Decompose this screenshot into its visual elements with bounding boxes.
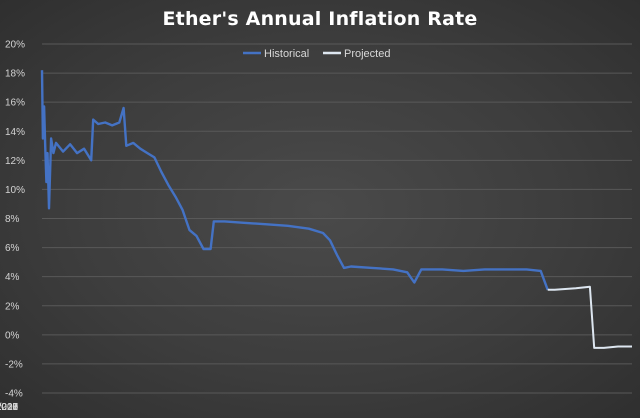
x-axis-ticks: 07/201507/201607/201707/201807/201907/20… bbox=[0, 402, 19, 413]
x-tick-label: 07/2019 bbox=[0, 402, 19, 413]
y-tick-label: 10% bbox=[5, 185, 25, 196]
y-tick-label: 14% bbox=[5, 127, 25, 138]
series-line-projected bbox=[547, 285, 632, 349]
y-tick-label: 12% bbox=[5, 156, 25, 167]
x-tick-label: 07/2021 bbox=[0, 402, 19, 413]
y-tick-label: 2% bbox=[5, 301, 20, 312]
y-tick-label: 18% bbox=[5, 69, 25, 80]
gridlines bbox=[42, 43, 632, 394]
x-tick-label: 07/2017 bbox=[0, 402, 19, 413]
x-tick-label: 07/20 bbox=[0, 402, 13, 413]
y-tick-label: 0% bbox=[5, 330, 20, 341]
x-tick-label: 07/2020 bbox=[0, 402, 19, 413]
series-line-historical bbox=[40, 70, 549, 291]
y-tick-label: 20% bbox=[5, 40, 25, 51]
chart-title: Ether's Annual Inflation Rate bbox=[162, 8, 478, 30]
y-tick-label: -4% bbox=[5, 389, 23, 400]
series-lines bbox=[40, 70, 632, 349]
x-tick-label: 07/2018 bbox=[0, 402, 19, 413]
x-tick-label: 07/2015 bbox=[0, 402, 19, 413]
y-tick-label: 6% bbox=[5, 243, 20, 254]
x-tick-label: 07/2016 bbox=[0, 402, 19, 413]
y-tick-label: -2% bbox=[5, 359, 23, 370]
legend-label: Historical bbox=[264, 48, 309, 60]
legend-label: Projected bbox=[344, 48, 390, 60]
y-tick-label: 16% bbox=[5, 98, 25, 109]
y-axis-ticks: -4% -2% 0% 2% 4% 6% 8% 10% 12% 14% 16% 18% 20% bbox=[5, 40, 25, 400]
legend: Historical Projected bbox=[243, 48, 390, 60]
y-tick-label: 4% bbox=[5, 272, 20, 283]
y-tick-label: 8% bbox=[5, 214, 20, 225]
